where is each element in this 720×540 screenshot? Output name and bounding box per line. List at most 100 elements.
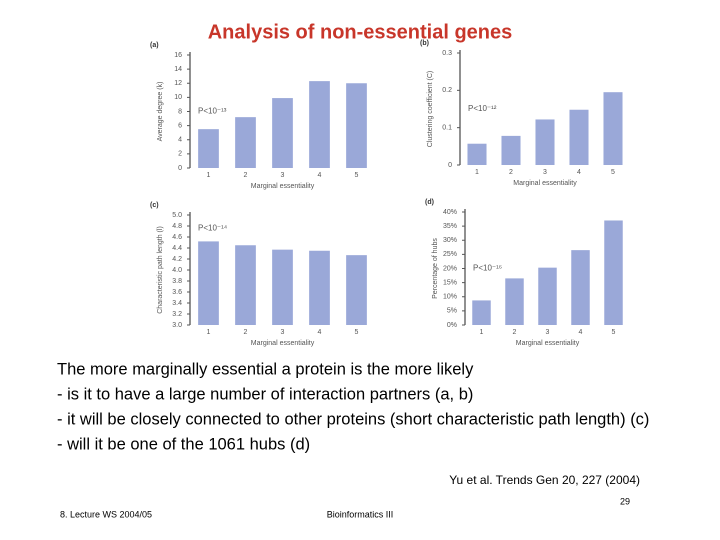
bar [346,255,367,325]
y-tick-label: 4.2 [172,256,182,263]
annotation: P<10⁻¹² [468,104,497,113]
x-tick-label: 2 [513,329,517,336]
bar [346,83,367,168]
chart: (b) Clustering coefficient (C) Marginal es… [420,40,623,187]
annotation: P<10⁻¹³ [198,107,227,116]
y-tick-label: 16 [174,52,182,59]
y-tick-label: 0 [178,165,182,172]
x-tick-label: 4 [577,169,581,176]
y-tick-label: 0 [448,162,452,169]
bar [272,249,293,325]
y-tick-label: 4 [178,137,182,144]
bar [467,143,487,165]
y-tick-label: 4.6 [172,234,182,241]
x-tick-label: 4 [318,172,322,179]
bar [505,278,524,325]
y-tick-label: 5.0 [172,212,182,219]
y-tick-label: 0% [447,322,457,329]
x-tick-label: 3 [546,329,550,336]
chart: (c) Characteristic path length (l) Margina… [150,202,367,347]
bar [309,81,330,168]
panel-label: (d) [425,199,434,206]
y-tick-label: 8 [178,108,182,115]
y-axis-label: Average degree (k) [157,82,164,142]
x-tick-label: 4 [579,329,583,336]
x-tick-label: 4 [318,329,322,336]
bar [472,300,491,325]
y-tick-label: 3.2 [172,311,182,318]
x-axis-label: Marginal essentiality [516,340,580,347]
y-tick-label: 10% [443,294,457,301]
bar [538,267,557,325]
x-tick-label: 3 [543,169,547,176]
panel-label: (b) [420,40,429,47]
bar [235,117,256,168]
x-axis-label: Marginal essentiality [251,340,315,347]
y-tick-label: 0.1 [442,125,452,132]
x-tick-label: 5 [612,329,616,336]
y-tick-label: 4.8 [172,223,182,230]
annotation: P<10⁻¹⁶ [473,264,502,273]
bar [604,220,623,325]
y-tick-label: 4.4 [172,245,182,252]
x-tick-label: 5 [611,169,615,176]
y-tick-label: 0.2 [442,87,452,94]
x-tick-label: 1 [207,329,211,336]
x-tick-label: 2 [244,329,248,336]
panel-label: (a) [150,42,159,49]
x-tick-label: 2 [509,169,513,176]
y-tick-label: 0.3 [442,50,452,57]
y-axis-label: Percentage of hubs [432,238,439,299]
bar [501,135,521,165]
y-tick-label: 20% [443,265,457,272]
x-tick-label: 2 [244,172,248,179]
body-line: The more marginally essential a protein … [57,360,474,378]
y-tick-label: 3.6 [172,289,182,296]
y-tick-label: 14 [174,66,182,73]
bar [603,92,623,165]
footer-left: 8. Lecture WS 2004/05 [60,509,152,519]
slide-title: Analysis of non-essential genes [208,21,513,43]
x-tick-label: 1 [475,169,479,176]
bar [569,109,589,165]
y-tick-label: 5% [447,308,457,315]
y-axis-label: Characteristic path length (l) [157,226,164,314]
y-tick-label: 3.0 [172,322,182,329]
bar [535,119,555,165]
footer-center: Bioinformatics III [327,509,394,519]
body-line: - it will be closely connected to other … [57,410,649,428]
bar [272,98,293,168]
panel-label: (c) [150,202,159,209]
x-tick-label: 5 [355,172,359,179]
x-axis-label: Marginal essentiality [251,183,315,190]
y-tick-label: 6 [178,122,182,129]
y-tick-label: 3.4 [172,300,182,307]
bar [198,241,219,325]
annotation: P<10⁻¹⁴ [198,223,228,232]
y-tick-label: 15% [443,279,457,286]
x-tick-label: 3 [281,329,285,336]
x-tick-label: 1 [207,172,211,179]
body-line: - will it be one of the 1061 hubs (d) [57,435,310,453]
y-tick-label: 30% [443,237,457,244]
y-tick-label: 3.8 [172,278,182,285]
citation: Yu et al. Trends Gen 20, 227 (2004) [449,473,640,487]
y-tick-label: 4.0 [172,267,182,274]
body-line: - is it to have a large number of intera… [57,385,473,403]
y-tick-label: 40% [443,209,457,216]
chart: (d) Percentage of hubs Marginal essentiali… [425,199,623,347]
bar [198,129,219,168]
x-tick-label: 3 [281,172,285,179]
y-tick-label: 2 [178,151,182,158]
bar [309,250,330,325]
bar [235,245,256,325]
y-tick-label: 25% [443,251,457,258]
y-tick-label: 10 [174,94,182,101]
x-axis-label: Marginal essentiality [513,180,577,187]
y-tick-label: 35% [443,223,457,230]
page-number: 29 [620,496,630,506]
x-tick-label: 1 [480,329,484,336]
y-tick-label: 12 [174,80,182,87]
bar [571,250,590,325]
